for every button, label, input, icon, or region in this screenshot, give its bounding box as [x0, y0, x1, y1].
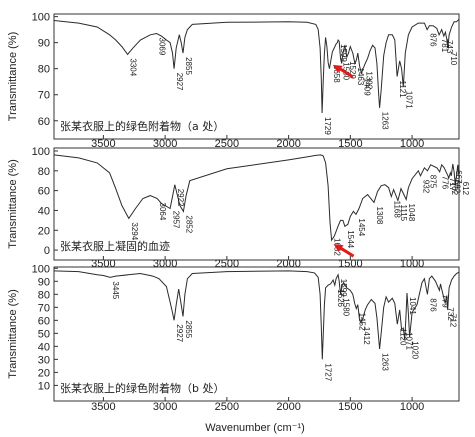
peak-label: 876: [428, 298, 437, 312]
peak-label: 1580: [342, 298, 351, 316]
peak-label: 3069: [158, 38, 167, 56]
peak-label: 1041: [408, 297, 417, 315]
peak-label: 2855: [184, 320, 193, 338]
y-tick-label: 10: [38, 380, 50, 392]
peak-label: 2922: [176, 189, 185, 207]
x-tick-label: 2000: [276, 401, 300, 413]
peak-label: 3304: [129, 58, 138, 76]
peak-label: 779: [440, 294, 449, 308]
x-tick-label: 1000: [400, 258, 424, 270]
peak-label: 876: [428, 33, 437, 47]
peak-label: 1544: [346, 230, 355, 248]
y-tick-label: 0: [44, 245, 50, 257]
y-tick-label: 50: [38, 328, 50, 340]
x-tick-label: 2000: [276, 258, 300, 270]
x-tick-label: 3000: [153, 258, 177, 270]
x-tick-label: 3500: [91, 401, 115, 413]
y-tick-label: 60: [38, 186, 50, 198]
peak-label: 1020: [411, 341, 420, 359]
peak-label: 1115: [399, 205, 408, 222]
peak-label: 1412: [362, 327, 371, 345]
y-tick-label: 70: [38, 302, 50, 314]
peak-label: 2957: [171, 211, 180, 229]
peak-label: 3445: [111, 281, 120, 299]
peak-label: 712: [449, 314, 458, 328]
peak-label: 2927: [175, 73, 184, 91]
panel-title: 张某衣服上的绿色附着物（a 处）: [60, 119, 224, 133]
peak-label: 1454: [357, 218, 366, 236]
peak-label: 710: [449, 52, 458, 66]
peak-label: 1727: [323, 363, 332, 381]
panel-a: 60 70 80 90 100 3500 3000 2500 2000 1500 1000 3304 3…: [7, 12, 459, 150]
x-tick-label: 3000: [153, 401, 177, 413]
x-tick-label: 2500: [215, 258, 239, 270]
peak-label: 1392: [365, 71, 374, 89]
spectrum-line: [54, 19, 459, 113]
peak-label: 3294: [130, 222, 139, 240]
panel-blood: 0 20 40 60 80 100 3500 3000 2500 2000 1500 1000 3294…: [7, 146, 470, 270]
y-tick-label: 100: [32, 263, 50, 275]
peak-label: 612: [461, 182, 470, 196]
y-tick-label: 40: [38, 205, 50, 217]
y-tick-label: 60: [38, 315, 50, 327]
peak-label: 1071: [404, 91, 413, 109]
x-axis-label: Wavenumber (cm⁻¹): [205, 422, 305, 434]
peak-label: 1263: [381, 112, 390, 130]
peak-label: 1048: [407, 204, 416, 222]
y-tick-label: 90: [38, 38, 50, 50]
peak-label: 1599: [339, 279, 348, 297]
y-tick-label: 80: [38, 289, 50, 301]
y-tick-label: 80: [38, 64, 50, 76]
y-tick-label: 40: [38, 341, 50, 353]
y-tick-label: 100: [32, 146, 50, 158]
y-tick-label: 100: [32, 12, 50, 24]
peak-label: 1729: [323, 117, 332, 135]
peak-label: 1263: [381, 353, 390, 371]
y-axis-label: Transmittance (%): [7, 32, 19, 121]
y-tick-label: 70: [38, 90, 50, 102]
x-tick-label: 1500: [338, 401, 362, 413]
peak-label: 2927: [175, 324, 184, 342]
y-tick-label: 30: [38, 354, 50, 366]
y-tick-label: 20: [38, 367, 50, 379]
panel-title: 张某衣服上的绿色附着物（b 处）: [60, 381, 224, 395]
peak-label: 1308: [375, 207, 384, 225]
peak-label: 3064: [158, 203, 167, 221]
y-axis-label: Transmittance (%): [7, 289, 19, 378]
x-tick-label: 2500: [215, 401, 239, 413]
y-axis-label: Transmittance (%): [7, 159, 19, 248]
spectrum-line: [54, 155, 459, 240]
peak-label: 1599: [339, 44, 348, 62]
panel-title: 张某衣服上凝固的血迹: [60, 239, 170, 253]
x-tick-label: 1500: [338, 258, 362, 270]
x-tick-label: 3500: [91, 258, 115, 270]
y-tick-label: 80: [38, 166, 50, 178]
y-tick-label: 60: [38, 116, 50, 128]
peak-label: 2852: [184, 215, 193, 233]
peak-label: 2855: [184, 57, 193, 75]
y-tick-label: 20: [38, 225, 50, 237]
y-tick-label: 90: [38, 276, 50, 288]
x-tick-label: 1000: [400, 401, 424, 413]
peak-label: 875: [429, 175, 438, 189]
